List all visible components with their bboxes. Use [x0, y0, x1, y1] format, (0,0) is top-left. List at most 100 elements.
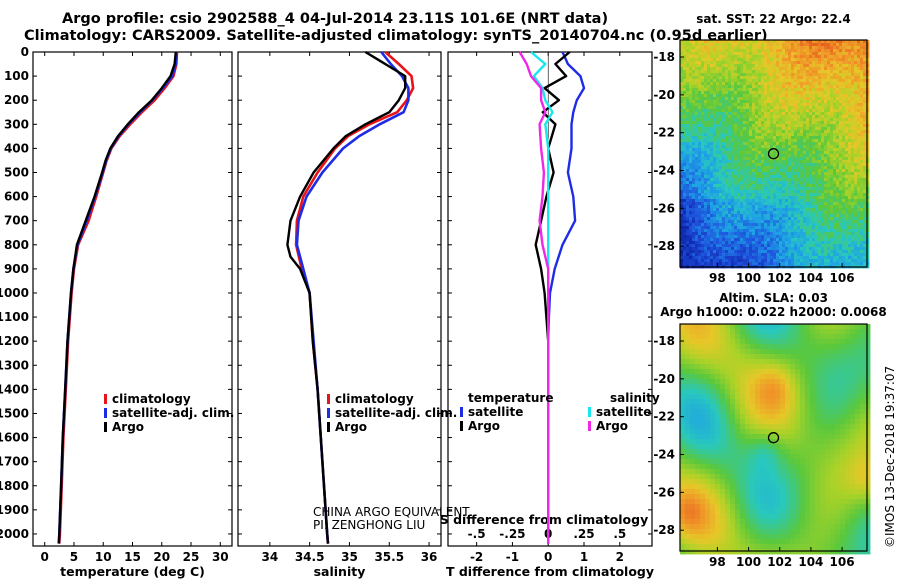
map-cell [806, 85, 810, 89]
map-cell [845, 85, 849, 89]
map-cell [827, 127, 831, 131]
map-cell [689, 214, 693, 218]
map-cell [779, 262, 783, 266]
map-cell [857, 184, 861, 188]
map-cell [779, 49, 783, 53]
map-cell [800, 241, 804, 245]
map-cell [782, 85, 786, 89]
map-cell [833, 67, 837, 71]
map-cell [851, 196, 855, 200]
map-cell [767, 64, 771, 68]
map-cell [695, 235, 699, 239]
map-cell [713, 217, 717, 221]
map-cell [857, 136, 861, 140]
map-cell [812, 262, 816, 266]
map-cell [776, 163, 780, 167]
map-cell [803, 181, 807, 185]
map-cell [752, 106, 756, 110]
map-cell [800, 121, 804, 125]
map-cell [749, 259, 753, 263]
map-cell [734, 70, 738, 74]
map-cell [731, 169, 735, 173]
map-cell [680, 223, 684, 227]
map-cell [863, 49, 867, 53]
map-cell [746, 241, 750, 245]
map-cell [827, 109, 831, 113]
map-cell [701, 100, 705, 104]
map-cell [821, 232, 825, 236]
map-cell [761, 247, 765, 251]
map-cell [737, 247, 741, 251]
map-cell [857, 262, 861, 266]
map-cell [716, 175, 720, 179]
map-cell [710, 199, 714, 203]
map-cell [761, 187, 765, 191]
map-cell [800, 166, 804, 170]
map-cell [689, 166, 693, 170]
map-cell [806, 208, 810, 212]
map-cell [812, 64, 816, 68]
map-cell [707, 58, 711, 62]
map-cell [866, 106, 870, 110]
map-cell [740, 172, 744, 176]
map-cell [734, 55, 738, 59]
map-cell [839, 220, 843, 224]
map-cell [818, 100, 822, 104]
map-cell [809, 184, 813, 188]
map-cell [737, 49, 741, 53]
map-cell [812, 67, 816, 71]
map-cell [806, 217, 810, 221]
map-cell [761, 91, 765, 95]
map-cell [737, 43, 741, 47]
map-cell [773, 67, 777, 71]
map-cell [740, 262, 744, 266]
map-cell [710, 133, 714, 137]
map-cell [701, 241, 705, 245]
map-cell [860, 148, 864, 152]
map-cell [806, 241, 810, 245]
map-cell [713, 253, 717, 257]
map-cell [842, 85, 846, 89]
map-cell [797, 148, 801, 152]
map-cell [758, 133, 762, 137]
map-cell [851, 214, 855, 218]
map-cell [860, 49, 864, 53]
map-cell [782, 172, 786, 176]
map-cell [707, 43, 711, 47]
map-cell [860, 163, 864, 167]
map-cell [737, 139, 741, 143]
map-cell [791, 190, 795, 194]
map-cell [845, 130, 849, 134]
map-cell [791, 253, 795, 257]
map-cell [788, 163, 792, 167]
map-cell [821, 79, 825, 83]
map-cell [773, 46, 777, 50]
map-cell [713, 79, 717, 83]
map-cell [797, 142, 801, 146]
map-cell [755, 103, 759, 107]
map-cell [788, 259, 792, 263]
map-cell [686, 49, 690, 53]
map-cell [824, 109, 828, 113]
map-cell [803, 190, 807, 194]
map-cell [701, 94, 705, 98]
map-cell [779, 133, 783, 137]
map-cell [713, 184, 717, 188]
map-cell [710, 97, 714, 101]
map-cell [764, 52, 768, 56]
map-cell [842, 112, 846, 116]
map-cell [680, 97, 684, 101]
map-cell [692, 88, 696, 92]
map-cell [770, 130, 774, 134]
map-cell [830, 190, 834, 194]
map-cell [683, 208, 687, 212]
map-cell [773, 181, 777, 185]
map-cell [740, 181, 744, 185]
map-cell [752, 139, 756, 143]
map-cell [800, 202, 804, 206]
map-cell [791, 226, 795, 230]
map-cell [767, 100, 771, 104]
map-cell [842, 253, 846, 257]
map-cell [725, 223, 729, 227]
map-cell [743, 52, 747, 56]
